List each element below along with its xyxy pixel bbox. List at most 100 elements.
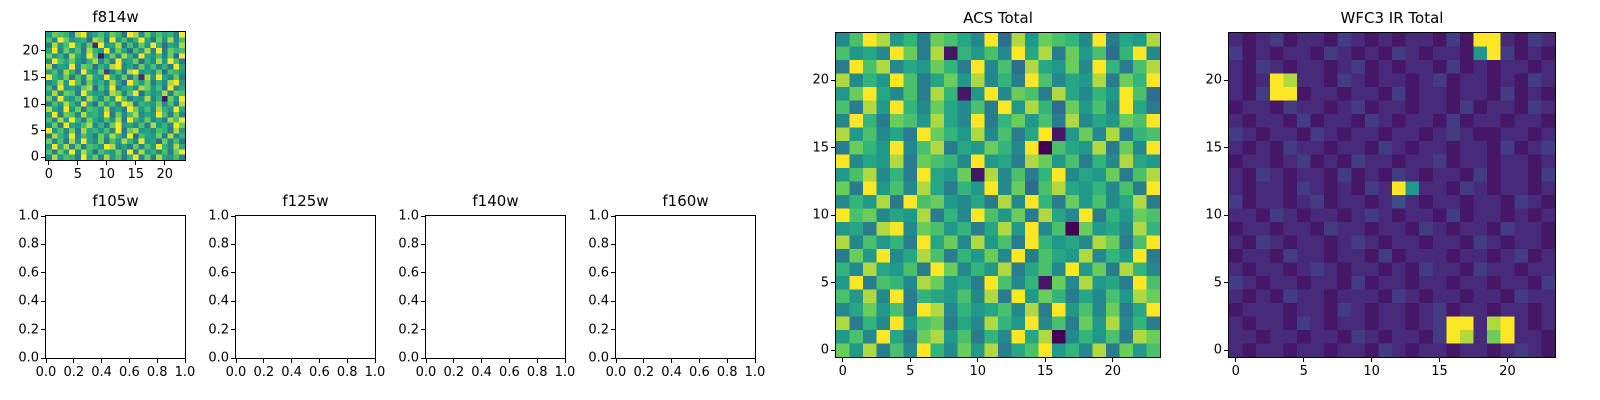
x-tick-mark xyxy=(101,359,103,363)
y-tick-label: 0.4 xyxy=(208,293,229,309)
axes-frame xyxy=(235,215,376,359)
x-tick-mark xyxy=(726,359,728,363)
x-tick-mark xyxy=(184,359,186,363)
y-tick-mark xyxy=(421,215,425,217)
y-tick-label: 1.0 xyxy=(208,208,229,224)
y-tick-mark xyxy=(421,272,425,274)
y-tick-label: 0.4 xyxy=(18,293,39,309)
subplot-acs-total: ACS Total 0 5 10 15 20 0 5 10 15 20 xyxy=(812,9,1161,378)
x-tick-label: 0 xyxy=(44,167,54,182)
x-tick-mark xyxy=(1371,358,1373,362)
y-tick-label: 0.8 xyxy=(588,236,609,252)
y-tick-label: 1.0 xyxy=(398,208,419,224)
x-tick-label: 0.2 xyxy=(633,365,655,380)
x-tick-label: 0.0 xyxy=(35,365,57,380)
x-tick-label: 15 xyxy=(1036,364,1054,379)
y-tick-label: 15 xyxy=(812,140,829,156)
y-tick-label: 0 xyxy=(1213,342,1222,358)
x-tick-label: 20 xyxy=(1499,364,1516,379)
y-tick-mark xyxy=(231,329,235,331)
x-tick-label: 0.4 xyxy=(91,365,112,380)
y-tick-mark xyxy=(421,243,425,245)
y-tick-mark xyxy=(421,357,425,359)
x-tick-mark xyxy=(1235,358,1237,362)
x-tick-label: 20 xyxy=(1104,364,1122,379)
axes-frame xyxy=(45,215,186,359)
y-tick-mark xyxy=(831,349,835,351)
y-tick-mark xyxy=(41,156,45,158)
x-tick-mark xyxy=(453,359,455,363)
x-tick-mark xyxy=(106,161,108,165)
y-tick-label: 0 xyxy=(820,342,829,358)
x-tick-mark xyxy=(909,358,911,362)
y-tick-mark xyxy=(831,282,835,284)
subplot-f814w: f814w 0 5 10 15 20 0 5 10 15 20 xyxy=(22,8,186,181)
heatmap-canvas-wfc3-ir-total xyxy=(1229,33,1555,357)
x-tick-mark xyxy=(374,359,376,363)
y-tick-label: 1.0 xyxy=(588,208,609,224)
y-tick-mark xyxy=(831,79,835,81)
x-tick-mark xyxy=(508,359,510,363)
plot-title: f160w xyxy=(662,191,709,210)
x-tick-label: 0.0 xyxy=(225,365,247,380)
x-tick-mark xyxy=(128,359,130,363)
x-tick-mark xyxy=(48,161,50,165)
y-tick-label: 0.4 xyxy=(588,293,609,309)
y-tick-mark xyxy=(611,215,615,217)
y-tick-mark xyxy=(41,243,45,245)
x-tick-mark xyxy=(536,359,538,363)
x-tick-mark xyxy=(1439,358,1441,362)
x-tick-label: 0.6 xyxy=(689,365,710,380)
x-tick-mark xyxy=(135,161,137,165)
y-tick-mark xyxy=(41,300,45,302)
y-tick-mark xyxy=(231,357,235,359)
y-tick-label: 20 xyxy=(22,43,39,59)
x-tick-mark xyxy=(77,161,79,165)
plot-title: f814w xyxy=(92,7,139,26)
y-tick-label: 0.0 xyxy=(588,350,609,366)
y-tick-label: 10 xyxy=(812,207,829,223)
y-tick-label: 0 xyxy=(30,149,39,165)
x-tick-mark xyxy=(318,359,320,363)
subplot-f105w: f105w 0.0 0.2 0.4 0.6 0.8 1.0 0.0 0.2 0.4 0.6 0.8 1… xyxy=(18,192,195,379)
x-tick-label: 0.0 xyxy=(605,365,627,380)
y-tick-label: 0.0 xyxy=(398,350,419,366)
x-tick-label: 20 xyxy=(156,167,173,182)
x-tick-label: 0.6 xyxy=(119,365,140,380)
x-tick-mark xyxy=(671,359,673,363)
plot-title: f105w xyxy=(92,191,139,210)
x-tick-label: 0 xyxy=(838,364,847,379)
x-tick-mark xyxy=(754,359,756,363)
x-tick-mark xyxy=(346,359,348,363)
subplot-wfc3-ir-total: WFC3 IR Total 0 5 10 15 20 0 5 10 15 20 xyxy=(1205,9,1556,378)
y-tick-mark xyxy=(231,300,235,302)
x-tick-mark xyxy=(156,359,158,363)
y-tick-mark xyxy=(41,76,45,78)
x-tick-label: 10 xyxy=(98,167,116,182)
y-tick-mark xyxy=(831,147,835,149)
y-tick-label: 5 xyxy=(820,275,829,291)
x-tick-mark xyxy=(1506,358,1508,362)
plot-title: f125w xyxy=(282,191,329,210)
y-tick-label: 5 xyxy=(1213,275,1222,291)
x-tick-label: 5 xyxy=(73,167,82,182)
x-tick-label: 0.2 xyxy=(443,365,465,380)
y-tick-mark xyxy=(611,243,615,245)
x-tick-mark xyxy=(425,359,427,363)
heatmap-canvas-acs-total xyxy=(836,33,1160,357)
y-tick-label: 10 xyxy=(22,96,39,112)
x-tick-mark xyxy=(263,359,265,363)
x-tick-label: 0.8 xyxy=(146,365,168,380)
x-tick-label: 15 xyxy=(1431,364,1448,379)
y-tick-label: 0.2 xyxy=(208,322,229,338)
x-tick-mark xyxy=(698,359,700,363)
x-tick-mark xyxy=(235,359,237,363)
y-tick-mark xyxy=(41,272,45,274)
subplot-f125w: f125w 0.0 0.2 0.4 0.6 0.8 1.0 0.0 0.2 0.4 0.6 0.8 1… xyxy=(208,192,385,379)
y-tick-label: 0.4 xyxy=(398,293,419,309)
y-tick-mark xyxy=(611,272,615,274)
x-tick-label: 0.8 xyxy=(716,365,738,380)
y-tick-mark xyxy=(1224,282,1228,284)
y-tick-mark xyxy=(41,357,45,359)
